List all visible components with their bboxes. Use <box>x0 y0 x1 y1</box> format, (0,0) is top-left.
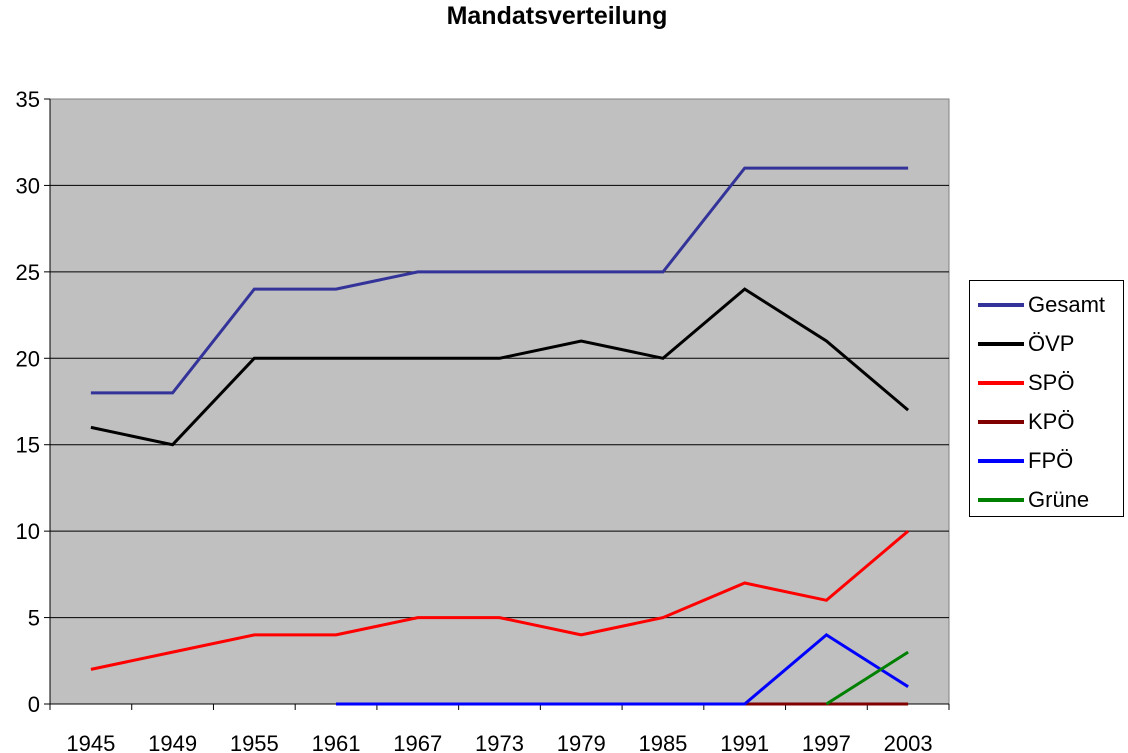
series-line <box>825 650 909 706</box>
x-tick-label: 1949 <box>148 731 197 753</box>
x-axis-ticks: 1945 1949 1955 1961 1967 1973 1979 1985 1991 1997… <box>49 704 950 753</box>
legend-swatch <box>978 498 1024 502</box>
legend-label: ÖVP <box>1028 331 1075 356</box>
legend-label: FPÖ <box>1028 448 1074 473</box>
legend: Gesamt ÖVP SPÖ KPÖ FPÖ Grüne <box>969 280 1124 517</box>
x-tick-label: 1997 <box>802 731 851 753</box>
series-line <box>336 633 909 706</box>
series-spö <box>90 529 910 671</box>
y-tick-label: 35 <box>16 87 40 112</box>
legend-item: KPÖ <box>978 409 1074 435</box>
x-tick-label: 2003 <box>884 731 933 753</box>
legend-swatch <box>978 303 1024 307</box>
legend-item: ÖVP <box>978 331 1074 357</box>
series-line <box>90 166 909 395</box>
y-axis-ticks: 0 5 10 15 20 25 30 35 <box>16 87 50 717</box>
x-tick-label: 1967 <box>393 731 442 753</box>
legend-item: SPÖ <box>978 370 1074 396</box>
y-tick-label: 10 <box>16 519 40 544</box>
legend-swatch <box>978 459 1024 463</box>
y-tick-label: 30 <box>16 173 40 198</box>
series-line <box>90 529 910 671</box>
x-tick-label: 1945 <box>66 731 115 753</box>
legend-label: Gesamt <box>1028 292 1106 317</box>
y-tick-label: 5 <box>28 606 40 631</box>
series-övp <box>90 287 910 447</box>
y-tick-label: 0 <box>28 692 40 717</box>
x-tick-label: 1985 <box>638 731 687 753</box>
legend-item: Grüne <box>978 487 1089 513</box>
x-tick-label: 1961 <box>312 731 361 753</box>
series-lines <box>90 166 910 706</box>
series-fpö <box>336 633 909 706</box>
legend-swatch <box>978 342 1024 346</box>
legend-label: Grüne <box>1028 487 1090 512</box>
y-tick-label: 25 <box>16 260 40 285</box>
legend-swatch <box>978 420 1024 424</box>
x-tick-label: 1979 <box>557 731 606 753</box>
legend-item: FPÖ <box>978 448 1073 474</box>
x-tick-label: 1973 <box>475 731 524 753</box>
chart-title: Mandatsverteilung <box>446 2 668 30</box>
plot-area <box>49 98 950 705</box>
series-grüne <box>825 650 909 706</box>
legend-label: KPÖ <box>1028 409 1075 434</box>
y-tick-label: 20 <box>16 346 40 371</box>
x-tick-label: 1991 <box>720 731 769 753</box>
series-line <box>90 287 910 447</box>
x-tick-label: 1955 <box>230 731 279 753</box>
legend-item: Gesamt <box>978 292 1105 318</box>
legend-label: SPÖ <box>1028 370 1075 395</box>
y-tick-label: 15 <box>16 433 40 458</box>
series-gesamt <box>90 166 909 395</box>
legend-swatch <box>978 381 1024 385</box>
